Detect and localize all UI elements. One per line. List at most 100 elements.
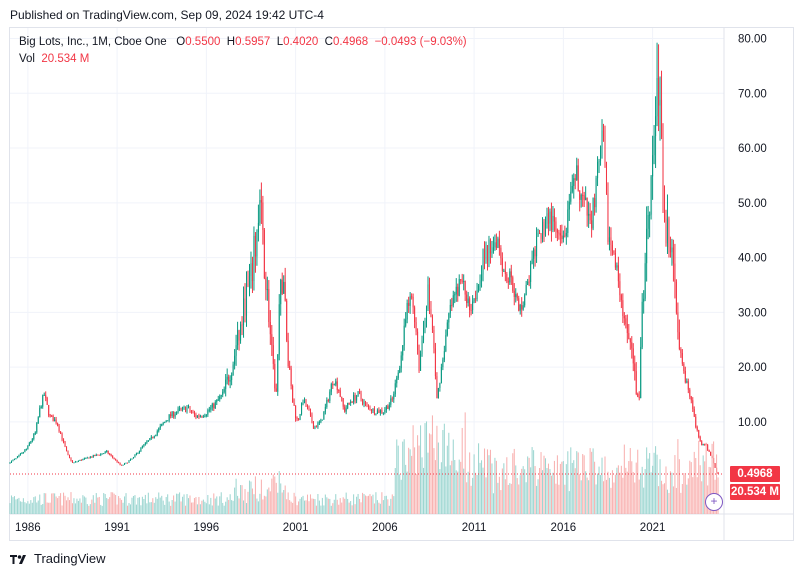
volume-bar [350,501,352,514]
last-price-badge: 0.4968 [730,465,780,482]
candle-body [617,265,619,282]
candle-body [94,455,96,457]
volume-bar [547,463,549,514]
candle-body [600,146,602,161]
candle-body [512,277,514,291]
candle-body [342,398,344,407]
candle-body [240,324,242,341]
volume-bar [94,502,96,514]
candle-body [360,393,362,400]
volume-bar [562,461,564,514]
candle-body [363,402,365,404]
volume-bar [509,483,511,514]
candle-body [458,279,460,296]
volume-bar [332,503,334,514]
volume-bar [437,442,439,514]
volume-bar [576,451,578,514]
volume-bar [591,451,593,514]
candle-body [266,289,268,291]
volume-bar [608,477,610,514]
volume-bar [143,498,145,514]
candle-body [268,289,270,323]
candle-body [106,450,108,452]
candle-body [63,439,65,442]
footer-brand[interactable]: TradingView [10,551,106,566]
volume-bar [121,499,123,514]
candle-body [107,450,109,454]
candle-body [317,422,319,427]
volume-bar [302,495,304,514]
volume-bar [187,498,190,514]
volume-bar [107,499,109,514]
candle-body [430,308,432,317]
volume-bar [588,480,590,514]
candle-body [119,462,121,465]
volume-bar [265,496,267,514]
candle-body [440,367,442,384]
candle-body [524,295,526,306]
volume-bar [701,481,703,514]
volume-bar [177,493,179,514]
volume-bar [124,496,126,514]
volume-bar [55,496,57,514]
candle-body [637,393,639,397]
volume-bar [101,505,103,514]
candle-body [64,441,66,447]
volume-bar [92,495,94,514]
volume-bar [97,497,99,514]
y-tick-label: 70.00 [738,88,767,100]
volume-bar [19,501,21,514]
candle-body [387,406,389,409]
candle-body [571,185,573,192]
volume-bar [180,501,182,514]
candle-body [714,463,716,468]
volume-bar [138,497,140,514]
volume-bar [153,502,155,514]
volume-bar [692,477,694,514]
volume-bar [67,497,69,514]
candle-body [640,347,642,399]
crosshair-target-button[interactable]: + [705,493,723,511]
candle-body [158,428,160,432]
volume-bar [79,498,81,514]
candle-body [483,249,486,260]
volume-bar [666,489,668,514]
low-label: L [276,36,284,48]
volume-bar [550,475,552,514]
candle-body [595,178,597,208]
volume-bar [341,502,343,514]
symbol-title[interactable]: Big Lots, Inc., 1M, Cboe One [19,36,167,48]
candle-body [531,258,533,264]
volume-bar [12,497,14,514]
candle-body [393,394,395,400]
volume-bar [222,502,224,514]
candle-body [193,412,195,415]
candle-body [61,433,63,440]
candle-body [185,407,187,412]
candle-body [281,279,283,294]
volume-bar [540,452,542,514]
volume-bar [402,441,404,514]
candle-body [140,447,142,451]
volume-bar [708,466,710,514]
volume-bar [503,463,505,514]
volume-bar [385,495,387,514]
candle-body [85,457,87,459]
candle-body [661,99,663,137]
volume-bar [379,503,381,514]
volume-bar [464,412,466,514]
candle-body [507,281,509,283]
candle-body [77,460,79,462]
volume-bar [425,421,428,514]
candle-body [381,410,383,413]
volume-bar [98,496,100,514]
volume-bar [479,462,481,514]
chart-frame[interactable] [9,27,794,541]
candle-body [309,410,311,415]
candle-body [250,263,252,276]
volume-bar [665,466,667,514]
candle-body [290,368,292,386]
candle-body [204,416,206,418]
candle-body [540,233,542,239]
